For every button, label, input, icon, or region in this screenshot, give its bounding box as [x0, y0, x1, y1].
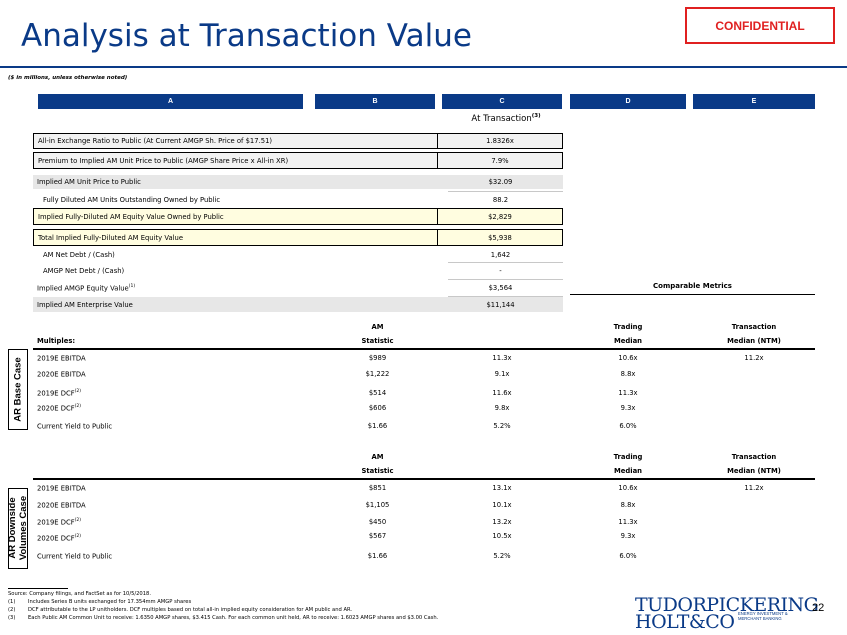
column-header-a: A: [38, 94, 303, 109]
units-note: ($ in millions, unless otherwise noted): [8, 75, 128, 81]
downside-median-header: Median: [614, 467, 642, 475]
footnote-source: Source: Company filings, and FactSet as …: [8, 591, 151, 597]
footnote-1: (1) Includes Series B units exchanged for…: [8, 599, 192, 605]
comparable-metrics-rule: [570, 294, 815, 295]
base-case-label: AR Base Case: [12, 357, 24, 422]
downside-row-stat: $1.66: [367, 552, 388, 560]
downside-row-multiple: 10.5x: [492, 532, 512, 540]
separator: [448, 279, 563, 280]
base-row-stat: $514: [368, 389, 387, 397]
column-header-c: C: [442, 94, 562, 109]
downside-transaction-header: Transaction: [731, 453, 777, 461]
base-row-stat: $606: [368, 404, 387, 412]
downside-row-label: 2020E DCF(2): [37, 534, 82, 543]
page-number: 22: [812, 602, 825, 614]
summary-row-am-net-debt: AM Net Debt / (Cash) 1,642: [43, 251, 511, 259]
title-divider: [0, 66, 847, 68]
summary-row-public-equity: Implied Fully-Diluted AM Equity Value Ow…: [33, 208, 563, 225]
base-statistic-header: Statistic: [361, 337, 394, 345]
base-row-multiple: 9.1x: [494, 370, 510, 378]
summary-row-amgp-equity: Implied AMGP Equity Value(1) $3,564: [37, 283, 513, 293]
downside-row-multiple: 13.2x: [492, 518, 512, 526]
base-row-stat: $1.66: [367, 422, 388, 430]
footnote-rule: [8, 588, 68, 589]
downside-header-rule: [33, 478, 815, 480]
base-median-header: Median: [614, 337, 642, 345]
downside-case-label: AR Downside Volumes Case: [7, 495, 29, 561]
base-row-trading: 6.0%: [619, 422, 637, 430]
downside-row-trading: 10.6x: [618, 484, 638, 492]
summary-row-units-outstanding: Fully Diluted AM Units Outstanding Owned…: [43, 196, 509, 204]
downside-row-trading: 8.8x: [620, 501, 636, 509]
base-multiples-header: Multiples:: [37, 337, 76, 345]
base-trading-header: Trading: [613, 323, 643, 331]
downside-statistic-header: Statistic: [361, 467, 394, 475]
summary-row-unit-price: Implied AM Unit Price to Public $32.09: [33, 175, 563, 189]
base-row-trading: 11.3x: [618, 389, 638, 397]
column-header-d: D: [570, 94, 686, 109]
downside-row-trading: 9.3x: [620, 532, 636, 540]
summary-row-amgp-net-debt: AMGP Net Debt / (Cash) -: [43, 267, 502, 275]
base-row-trading: 10.6x: [618, 354, 638, 362]
base-median-ntm-header: Median (NTM): [727, 337, 781, 345]
at-transaction-header: At Transaction(3): [471, 113, 541, 124]
separator: [448, 191, 563, 192]
downside-row-multiple: 5.2%: [493, 552, 511, 560]
base-header-rule: [33, 348, 815, 350]
base-row-label: 2019E DCF(2): [37, 389, 82, 398]
downside-row-transaction: 11.2x: [744, 484, 764, 492]
downside-am-header: AM: [371, 453, 384, 461]
base-row-label: 2020E DCF(2): [37, 404, 82, 413]
column-header-e: E: [693, 94, 815, 109]
downside-row-trading: 6.0%: [619, 552, 637, 560]
base-row-trading: 8.8x: [620, 370, 636, 378]
footnote-3: (3) Each Public AM Common Unit to receive…: [8, 615, 439, 621]
downside-row-stat: $567: [368, 532, 387, 540]
company-logo-tagline: ENERGY INVESTMENT & MERCHANT BANKING: [738, 611, 788, 621]
base-row-label: 2020E EBITDA: [37, 370, 86, 379]
downside-row-stat: $450: [368, 518, 387, 526]
downside-median-ntm-header: Median (NTM): [727, 467, 781, 475]
downside-case-side-box: [8, 488, 28, 569]
base-row-multiple: 9.8x: [494, 404, 510, 412]
page-title: Analysis at Transaction Value: [21, 18, 472, 54]
base-row-multiple: 5.2%: [493, 422, 511, 430]
downside-row-label: 2019E EBITDA: [37, 484, 86, 493]
downside-trading-header: Trading: [613, 453, 643, 461]
base-transaction-header: Transaction: [731, 323, 777, 331]
comparable-metrics-header: Comparable Metrics: [653, 282, 732, 290]
downside-row-trading: 11.3x: [618, 518, 638, 526]
summary-row-total-equity: Total Implied Fully-Diluted AM Equity Va…: [33, 229, 563, 246]
separator: [448, 262, 563, 263]
summary-row-premium: Premium to Implied AM Unit Price to Publ…: [33, 152, 563, 169]
confidential-badge: CONFIDENTIAL: [685, 7, 835, 44]
base-am-header: AM: [371, 323, 384, 331]
downside-row-stat: $1,105: [365, 501, 390, 509]
downside-row-label: 2019E DCF(2): [37, 518, 82, 527]
base-row-stat: $989: [368, 354, 387, 362]
base-case-side-box: [8, 349, 28, 430]
company-logo-line2: HOLT&CO: [635, 611, 735, 633]
downside-row-multiple: 10.1x: [492, 501, 512, 509]
downside-row-stat: $851: [368, 484, 387, 492]
base-row-label: Current Yield to Public: [37, 422, 113, 431]
base-row-label: 2019E EBITDA: [37, 354, 86, 363]
company-logo-line1: TUDORPICKERING: [635, 594, 819, 616]
base-row-multiple: 11.6x: [492, 389, 512, 397]
base-row-trading: 9.3x: [620, 404, 636, 412]
summary-row-enterprise-value: Implied AM Enterprise Value $11,144: [33, 297, 563, 312]
summary-row-exchange-ratio: All-in Exchange Ratio to Public (At Curr…: [33, 133, 563, 149]
base-row-multiple: 11.3x: [492, 354, 512, 362]
base-row-stat: $1,222: [365, 370, 390, 378]
base-row-transaction: 11.2x: [744, 354, 764, 362]
downside-row-label: 2020E EBITDA: [37, 501, 86, 510]
column-header-b: B: [315, 94, 435, 109]
separator: [448, 296, 563, 297]
downside-row-multiple: 13.1x: [492, 484, 512, 492]
footnote-2: (2) DCF attributable to the LP unitholder…: [8, 607, 353, 613]
downside-row-label: Current Yield to Public: [37, 552, 113, 561]
